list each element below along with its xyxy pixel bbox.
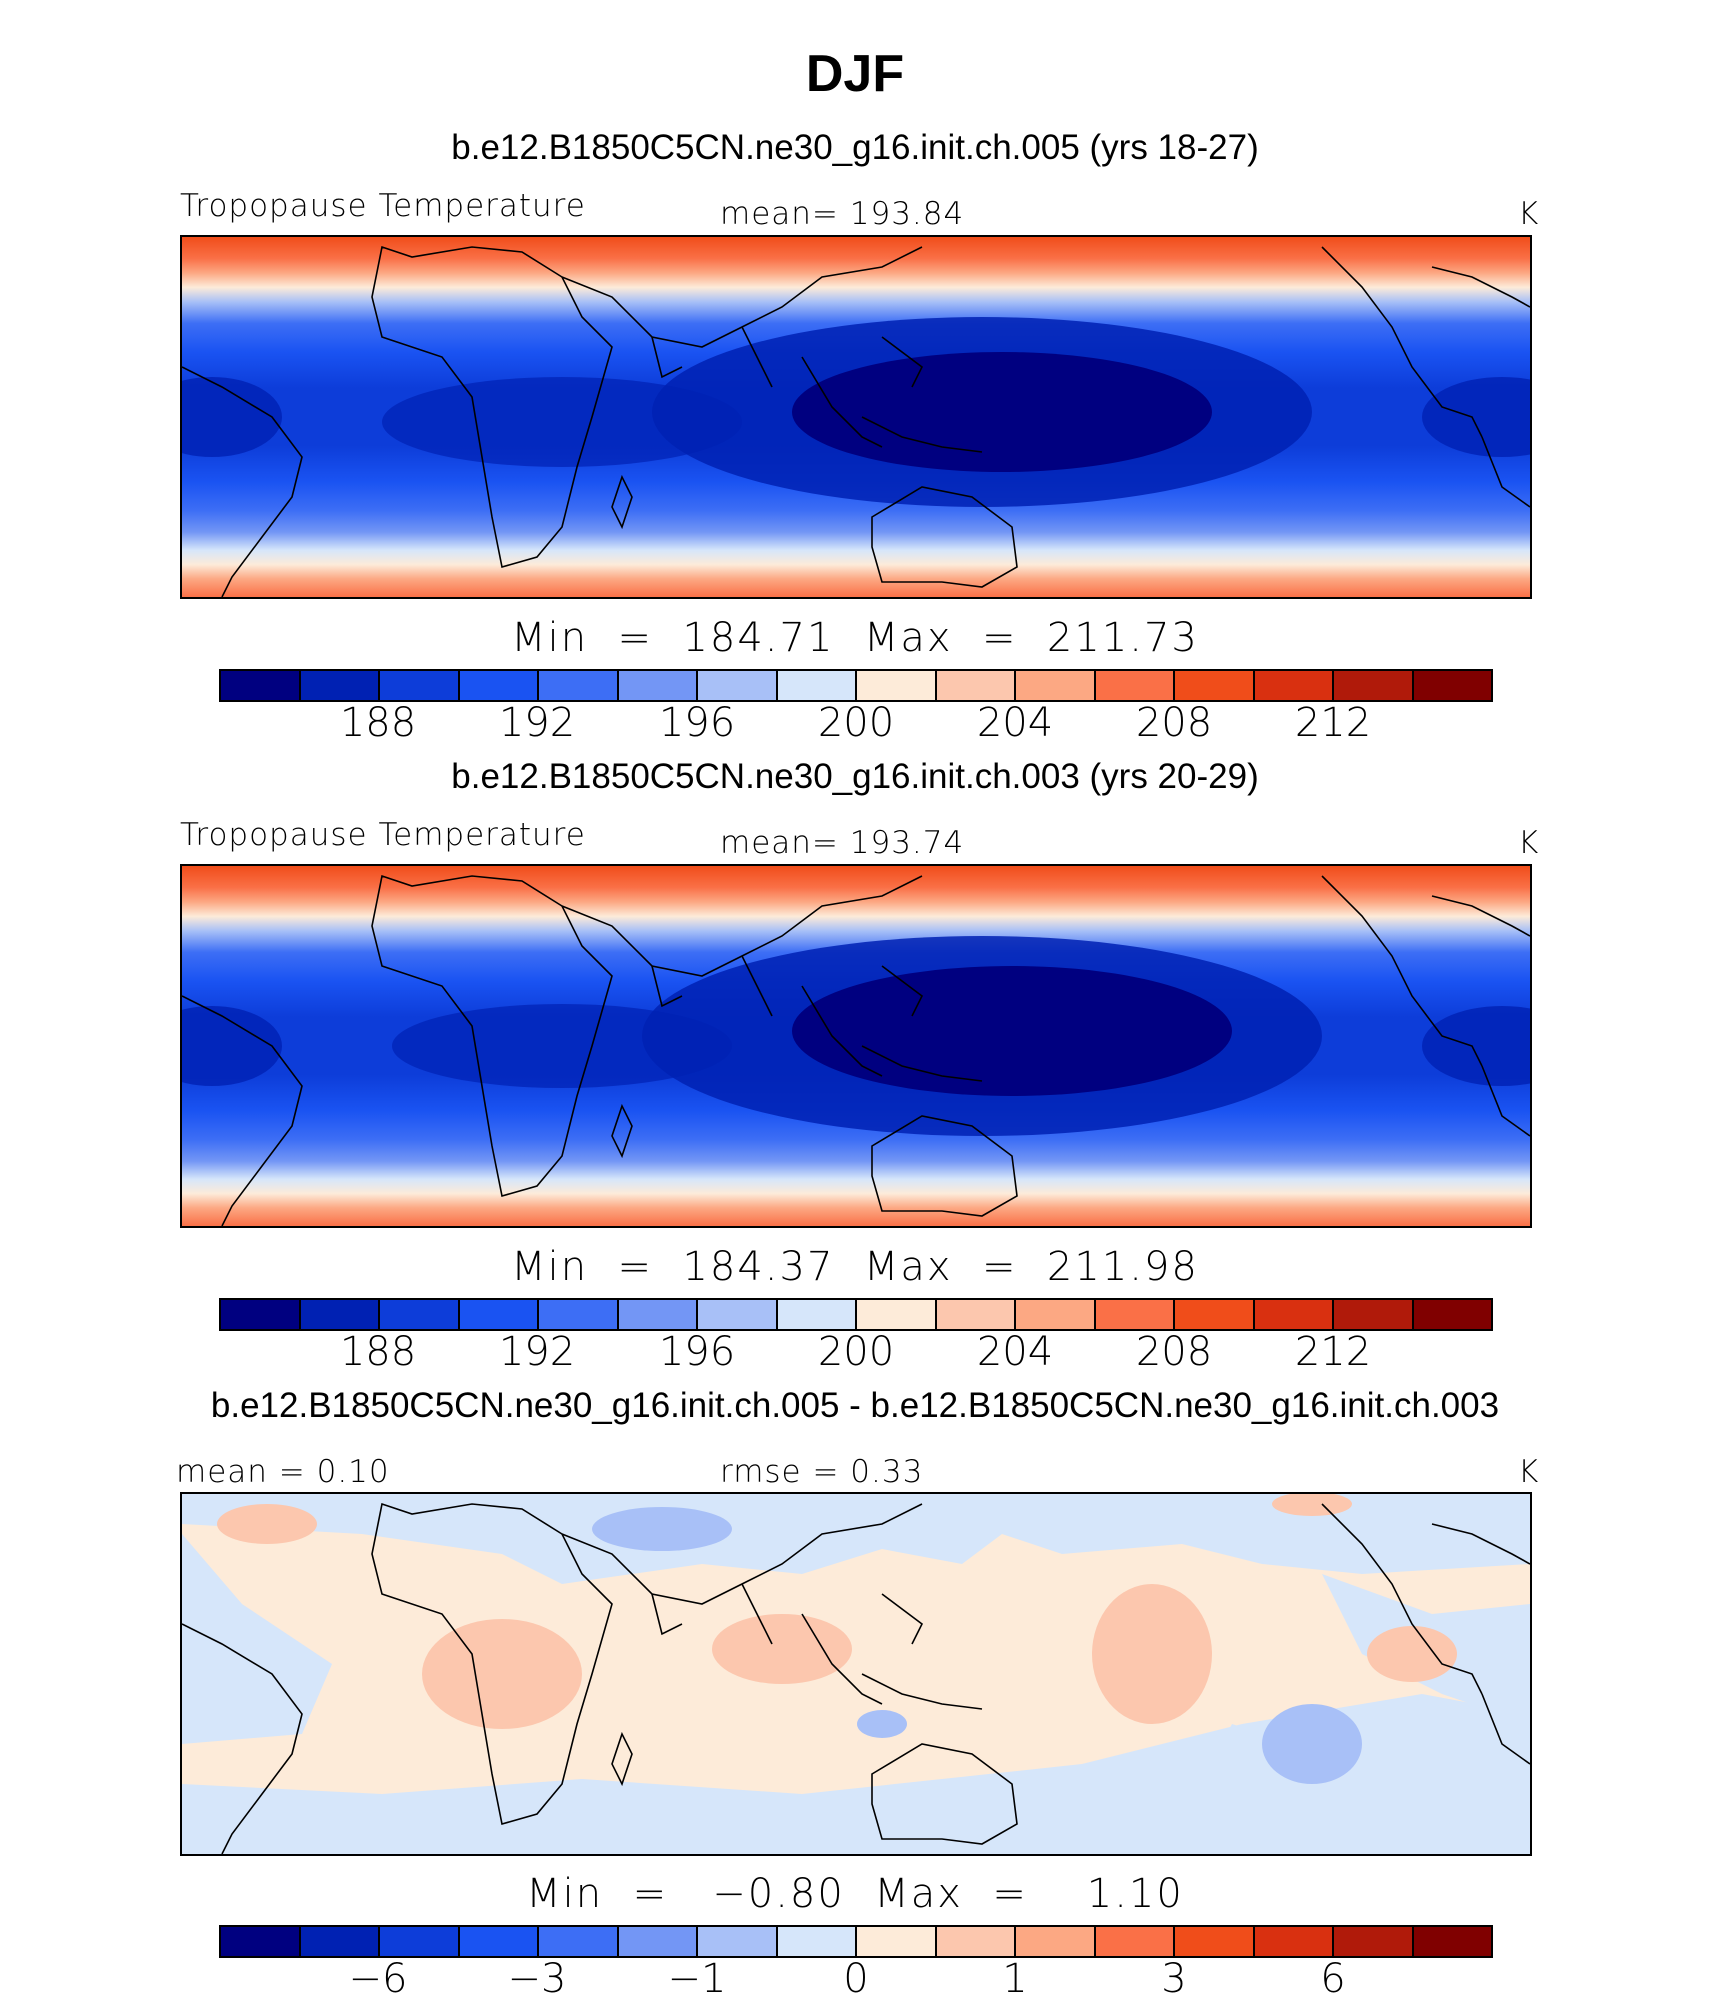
colorbar-swatch bbox=[1334, 1927, 1414, 1956]
colorbar-tick-label: 188 bbox=[339, 700, 417, 746]
colorbar-swatch bbox=[698, 1927, 778, 1956]
panel-2-minmax: Min = 184.37 Max = 211.98 bbox=[511, 1244, 1199, 1290]
colorbar-tick-label: 204 bbox=[976, 700, 1054, 746]
panel-1-mean-label: mean= 193.84 bbox=[720, 196, 965, 232]
colorbar-swatch bbox=[221, 1300, 301, 1329]
panel-1-field bbox=[182, 237, 1530, 597]
colorbar-tick-label: 192 bbox=[498, 700, 576, 746]
colorbar-tick-label: 204 bbox=[976, 1329, 1054, 1375]
colorbar-swatch bbox=[936, 671, 1016, 700]
colorbar-swatch bbox=[777, 671, 857, 700]
colorbar-swatch bbox=[380, 1300, 460, 1329]
panel-2-units-label: K bbox=[1518, 825, 1540, 861]
colorbar-swatch bbox=[459, 671, 539, 700]
colorbar-swatch bbox=[777, 1300, 857, 1329]
panel-1-variable-label: Tropopause Temperature bbox=[180, 188, 586, 224]
colorbar-swatch bbox=[857, 1300, 937, 1329]
colorbar-swatch bbox=[1334, 1300, 1414, 1329]
panel-3-rmse-label: rmse = 0.33 bbox=[720, 1454, 924, 1490]
colorbar-swatch bbox=[459, 1300, 539, 1329]
panel-3-minmax: Min = −0.80 Max = 1.10 bbox=[526, 1871, 1184, 1917]
colorbar-tick-label: 192 bbox=[498, 1329, 576, 1375]
colorbar-tick-label: 6 bbox=[1320, 1956, 1346, 2002]
colorbar-swatch bbox=[1175, 1300, 1255, 1329]
panel-2-variable-label: Tropopause Temperature bbox=[180, 817, 586, 853]
colorbar-tick-label: 208 bbox=[1135, 1329, 1213, 1375]
colorbar-swatch bbox=[221, 1927, 301, 1956]
figure-title: DJF bbox=[805, 45, 905, 103]
colorbar-swatch bbox=[777, 1927, 857, 1956]
colorbar-tick-label: 196 bbox=[658, 700, 736, 746]
colorbar-swatch bbox=[1254, 1300, 1334, 1329]
colorbar-swatch bbox=[1175, 1927, 1255, 1956]
colorbar-swatch bbox=[1254, 671, 1334, 700]
panel-1-units-label: K bbox=[1518, 196, 1540, 232]
panel-3-colorbar bbox=[219, 1925, 1493, 1958]
panel-1-coastlines bbox=[182, 245, 1530, 597]
colorbar-swatch bbox=[618, 1300, 698, 1329]
colorbar-swatch bbox=[539, 671, 619, 700]
colorbar-swatch bbox=[221, 671, 301, 700]
colorbar-swatch bbox=[380, 671, 460, 700]
colorbar-swatch bbox=[698, 1300, 778, 1329]
panel-2-mean-label: mean= 193.74 bbox=[720, 825, 965, 861]
colorbar-tick-label: 212 bbox=[1294, 1329, 1372, 1375]
colorbar-swatch bbox=[1413, 1300, 1491, 1329]
panel-2-field bbox=[182, 866, 1530, 1226]
colorbar-swatch bbox=[1016, 1927, 1096, 1956]
panel-1-colorbar bbox=[219, 669, 1493, 702]
colorbar-tick-label: 1 bbox=[1002, 1956, 1028, 2002]
panel-3-field bbox=[182, 1494, 1530, 1854]
colorbar-swatch bbox=[1016, 671, 1096, 700]
colorbar-tick-label: 3 bbox=[1161, 1956, 1187, 2002]
panel-3-units-label: K bbox=[1518, 1454, 1540, 1490]
colorbar-swatch bbox=[618, 671, 698, 700]
colorbar-tick-label: 208 bbox=[1135, 700, 1213, 746]
panel-1-case-title: b.e12.B1850C5CN.ne30_g16.init.ch.005 (yr… bbox=[451, 128, 1259, 167]
panel-3-map bbox=[180, 1492, 1532, 1856]
colorbar-swatch bbox=[1334, 671, 1414, 700]
colorbar-swatch bbox=[618, 1927, 698, 1956]
colorbar-swatch bbox=[1095, 1927, 1175, 1956]
panel-1-minmax: Min = 184.71 Max = 211.73 bbox=[511, 615, 1199, 661]
colorbar-swatch bbox=[459, 1927, 539, 1956]
colorbar-swatch bbox=[1016, 1300, 1096, 1329]
panel-3-coastlines bbox=[182, 1502, 1530, 1854]
colorbar-swatch bbox=[1095, 671, 1175, 700]
colorbar-tick-label: −1 bbox=[667, 1956, 727, 2002]
colorbar-swatch bbox=[1175, 671, 1255, 700]
panel-3-mean-label: mean = 0.10 bbox=[176, 1454, 390, 1490]
colorbar-swatch bbox=[300, 1927, 380, 1956]
colorbar-tick-label: −6 bbox=[348, 1956, 408, 2002]
colorbar-swatch bbox=[698, 671, 778, 700]
colorbar-tick-label: −3 bbox=[507, 1956, 567, 2002]
panel-2-case-title: b.e12.B1850C5CN.ne30_g16.init.ch.003 (yr… bbox=[451, 757, 1259, 796]
colorbar-swatch bbox=[539, 1300, 619, 1329]
colorbar-swatch bbox=[936, 1300, 1016, 1329]
panel-2-map bbox=[180, 864, 1532, 1228]
colorbar-tick-label: 196 bbox=[658, 1329, 736, 1375]
colorbar-swatch bbox=[857, 1927, 937, 1956]
colorbar-swatch bbox=[1095, 1300, 1175, 1329]
colorbar-swatch bbox=[857, 671, 937, 700]
colorbar-swatch bbox=[300, 1300, 380, 1329]
colorbar-swatch bbox=[539, 1927, 619, 1956]
colorbar-tick-label: 200 bbox=[817, 1329, 895, 1375]
colorbar-tick-label: 200 bbox=[817, 700, 895, 746]
colorbar-tick-label: 212 bbox=[1294, 700, 1372, 746]
colorbar-tick-label: 0 bbox=[843, 1956, 869, 2002]
panel-3-case-title: b.e12.B1850C5CN.ne30_g16.init.ch.005 - b… bbox=[210, 1386, 1500, 1425]
colorbar-swatch bbox=[300, 671, 380, 700]
colorbar-swatch bbox=[1413, 671, 1491, 700]
panel-2-coastlines bbox=[182, 874, 1530, 1226]
colorbar-swatch bbox=[1413, 1927, 1491, 1956]
colorbar-swatch bbox=[1254, 1927, 1334, 1956]
panel-1-map bbox=[180, 235, 1532, 599]
panel-2-colorbar bbox=[219, 1298, 1493, 1331]
colorbar-swatch bbox=[380, 1927, 460, 1956]
colorbar-swatch bbox=[936, 1927, 1016, 1956]
colorbar-tick-label: 188 bbox=[339, 1329, 417, 1375]
